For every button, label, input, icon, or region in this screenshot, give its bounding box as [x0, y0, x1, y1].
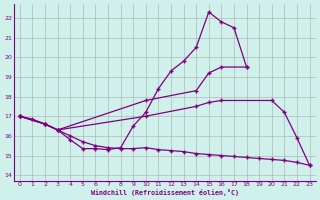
X-axis label: Windchill (Refroidissement éolien,°C): Windchill (Refroidissement éolien,°C) — [91, 189, 239, 196]
